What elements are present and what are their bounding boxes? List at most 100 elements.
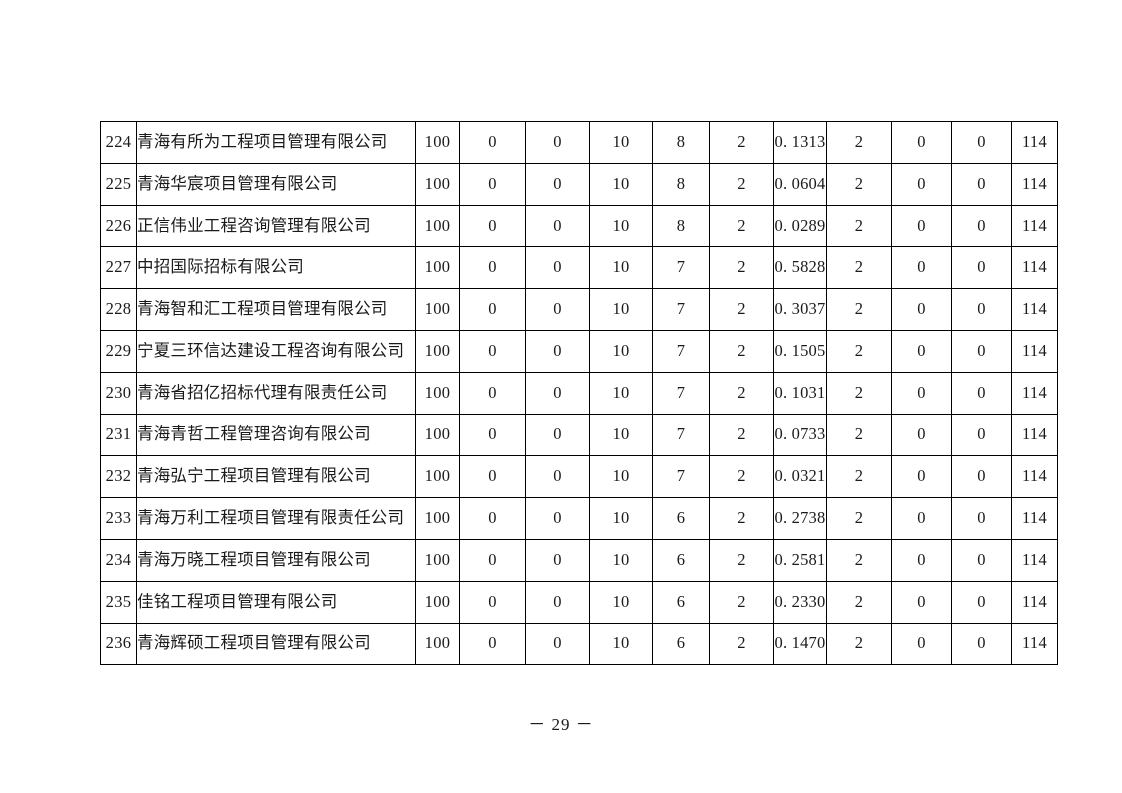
table-row: 228 青海智和汇工程项目管理有限公司 100 0 0 10 7 2 0. 3037 2 0 0 114 [100,288,1058,331]
table-row: 235 佳铭工程项目管理有限公司 100 0 0 10 6 2 0. 2330 2 0 0 114 [100,580,1058,624]
cell-value-7: 2 [826,580,892,624]
cell-value-10: 114 [1011,204,1058,248]
table-row: 233 青海万利工程项目管理有限责任公司 100 0 0 10 6 2 0. 2738 2 0 0 11… [100,497,1058,540]
cell-value-1: 0 [459,538,526,582]
cell-value-8: 0 [891,246,952,290]
cell-value-4: 7 [652,371,710,415]
cell-value-9: 0 [951,497,1012,540]
cell-value-10: 114 [1011,413,1058,457]
cell-value-7: 2 [826,497,892,540]
cell-value-7: 2 [826,622,892,666]
cell-value-5: 2 [709,246,774,290]
cell-value-10: 114 [1011,246,1058,290]
cell-value-9: 0 [951,246,1012,290]
cell-value-5: 2 [709,538,774,582]
cell-value-5: 2 [709,622,774,666]
cell-value-6: 0. 0321 [773,455,827,499]
cell-value-9: 0 [951,288,1012,331]
cell-value-10: 114 [1011,538,1058,582]
cell-value-7: 2 [826,455,892,499]
table-row: 230 青海省招亿招标代理有限责任公司 100 0 0 10 7 2 0. 1031 2 0 0 114 [100,371,1058,415]
cell-value-9: 0 [951,371,1012,415]
table-row: 224 青海有所为工程项目管理有限公司 100 0 0 10 8 2 0. 1313 2 0 0 114 [100,121,1058,164]
cell-value-5: 2 [709,455,774,499]
cell-value-7: 2 [826,162,892,206]
cell-value-1: 0 [459,288,526,331]
cell-value-7: 2 [826,121,892,164]
cell-value-3: 10 [589,246,653,290]
table-row: 227 中招国际招标有限公司 100 0 0 10 7 2 0. 5828 2 0 0 114 [100,246,1058,290]
cell-value-4: 6 [652,580,710,624]
cell-value-10: 114 [1011,329,1058,373]
cell-value-2: 0 [525,162,590,206]
cell-sequence-number: 234 [100,538,137,582]
cell-value-4: 8 [652,204,710,248]
cell-value-3: 10 [589,288,653,331]
cell-value-3: 10 [589,455,653,499]
cell-value-3: 10 [589,204,653,248]
cell-value-1: 0 [459,246,526,290]
cell-sequence-number: 235 [100,580,137,624]
cell-value-4: 7 [652,455,710,499]
cell-value-4: 7 [652,329,710,373]
cell-value-1: 0 [459,455,526,499]
cell-company-name: 青海青哲工程管理咨询有限公司 [136,413,416,457]
cell-company-name: 青海省招亿招标代理有限责任公司 [136,371,416,415]
cell-value-10: 114 [1011,121,1058,164]
cell-value-2: 0 [525,204,590,248]
cell-value-8: 0 [891,162,952,206]
cell-value-4: 6 [652,497,710,540]
cell-value-5: 2 [709,288,774,331]
cell-value-10: 114 [1011,497,1058,540]
cell-value-0: 100 [415,497,460,540]
cell-value-1: 0 [459,622,526,666]
cell-sequence-number: 233 [100,497,137,540]
cell-company-name: 青海有所为工程项目管理有限公司 [136,121,416,164]
cell-value-5: 2 [709,497,774,540]
cell-value-8: 0 [891,538,952,582]
cell-sequence-number: 228 [100,288,137,331]
cell-value-7: 2 [826,538,892,582]
cell-value-2: 0 [525,580,590,624]
cell-value-6: 0. 2330 [773,580,827,624]
cell-value-3: 10 [589,371,653,415]
cell-value-9: 0 [951,329,1012,373]
cell-value-4: 8 [652,121,710,164]
cell-sequence-number: 224 [100,121,137,164]
cell-value-5: 2 [709,329,774,373]
page-footer: － 29 － [528,715,594,734]
cell-value-9: 0 [951,580,1012,624]
cell-value-6: 0. 0604 [773,162,827,206]
cell-company-name: 青海华宸项目管理有限公司 [136,162,416,206]
cell-value-5: 2 [709,371,774,415]
cell-value-10: 114 [1011,288,1058,331]
cell-value-4: 7 [652,246,710,290]
cell-value-3: 10 [589,622,653,666]
cell-sequence-number: 229 [100,329,137,373]
cell-value-9: 0 [951,413,1012,457]
cell-value-7: 2 [826,288,892,331]
cell-company-name: 青海万利工程项目管理有限责任公司 [136,497,416,540]
cell-value-10: 114 [1011,580,1058,624]
cell-value-2: 0 [525,371,590,415]
cell-value-6: 0. 0733 [773,413,827,457]
cell-value-1: 0 [459,413,526,457]
cell-company-name: 宁夏三环信达建设工程咨询有限公司 [136,329,416,373]
cell-value-10: 114 [1011,162,1058,206]
cell-value-2: 0 [525,455,590,499]
cell-value-4: 6 [652,538,710,582]
table-row: 225 青海华宸项目管理有限公司 100 0 0 10 8 2 0. 0604 2 0 0 114 [100,162,1058,206]
cell-value-4: 6 [652,622,710,666]
table-row: 232 青海弘宁工程项目管理有限公司 100 0 0 10 7 2 0. 0321 2 0 0 114 [100,455,1058,499]
cell-value-3: 10 [589,538,653,582]
cell-value-0: 100 [415,371,460,415]
cell-value-3: 10 [589,162,653,206]
cell-value-7: 2 [826,371,892,415]
cell-value-0: 100 [415,538,460,582]
cell-company-name: 中招国际招标有限公司 [136,246,416,290]
cell-value-4: 7 [652,413,710,457]
cell-value-6: 0. 1505 [773,329,827,373]
cell-value-10: 114 [1011,371,1058,415]
cell-value-3: 10 [589,413,653,457]
cell-value-10: 114 [1011,455,1058,499]
